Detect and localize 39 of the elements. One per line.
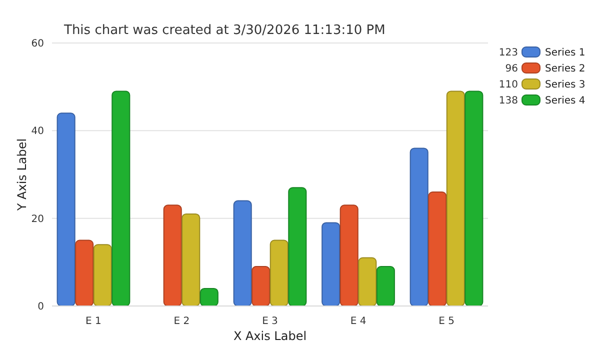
bar [75, 240, 94, 306]
x-tick-label: E 5 [438, 316, 454, 327]
text: 96 [505, 64, 518, 74]
bar [200, 288, 218, 306]
bar [93, 244, 112, 306]
bar [340, 204, 358, 306]
x-tick-label: E 2 [174, 316, 190, 327]
x-tick-label: E 3 [262, 316, 278, 327]
bar [446, 90, 465, 306]
y-tick-label: 0 [38, 302, 44, 312]
y-tick-label: 20 [31, 214, 44, 225]
y-tick-label: 40 [31, 126, 44, 138]
text: 138 [498, 96, 518, 106]
x-tick-label: E 1 [86, 316, 102, 327]
legend-label: Series 3 [545, 80, 586, 90]
text: 110 [498, 80, 518, 90]
bar [233, 200, 252, 306]
y-tick-label: 60 [31, 38, 44, 50]
bar [56, 112, 76, 306]
legend-label: Series 4 [545, 96, 586, 106]
bar [112, 90, 130, 306]
bar [358, 257, 377, 306]
bar [410, 148, 428, 306]
bar [270, 240, 288, 306]
bar [464, 90, 484, 306]
bar [428, 192, 447, 306]
bar [288, 187, 307, 306]
text: 123 [498, 48, 518, 58]
x-axis-title: X Axis Label [233, 329, 307, 343]
bar [322, 222, 340, 306]
y-axis-title: Y Axis Label [15, 138, 29, 212]
bar [163, 204, 182, 306]
legend-label: Series 1 [545, 48, 586, 58]
bar [252, 266, 270, 306]
legend-label: Series 2 [545, 64, 586, 74]
bar [182, 213, 200, 306]
chart-title: This chart was created at 3/30/2026 11:13:10 PM [63, 23, 386, 38]
bar [376, 266, 395, 306]
x-tick-label: E 4 [350, 316, 366, 327]
